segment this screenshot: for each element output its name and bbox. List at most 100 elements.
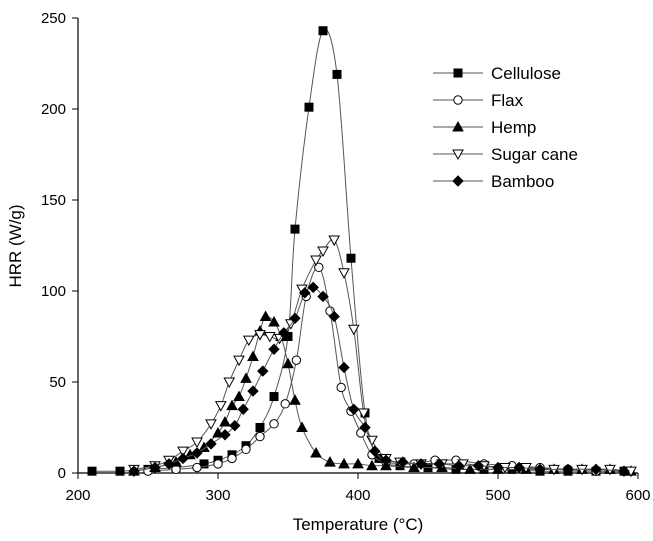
series-layer — [87, 26, 637, 478]
data-point-bamboo — [453, 460, 465, 472]
y-tick-label: 250 — [41, 10, 66, 27]
data-point-bamboo — [433, 458, 445, 470]
data-point-sugar-cane — [242, 335, 255, 347]
data-point-bamboo — [562, 463, 574, 476]
data-point-hemp — [247, 350, 259, 362]
data-point-flax — [227, 453, 237, 464]
y-tick-label: 200 — [41, 101, 66, 118]
legend-marker-sugar-cane — [452, 149, 464, 161]
data-point-hemp — [366, 459, 378, 471]
x-tick-label: 400 — [345, 487, 370, 504]
data-point-hemp — [268, 315, 280, 327]
data-point-sugar-cane — [328, 235, 341, 247]
data-point-hemp — [324, 456, 336, 467]
data-point-sugar-cane — [233, 355, 245, 367]
data-point-flax — [291, 355, 302, 365]
data-point-cellulose — [269, 392, 279, 402]
data-point-bamboo — [278, 327, 290, 339]
data-point-hemp — [408, 461, 420, 473]
legend-item-cellulose: Cellulose — [433, 64, 561, 83]
data-point-cellulose — [87, 466, 97, 476]
series-bamboo — [128, 281, 630, 477]
data-point-cellulose — [255, 423, 265, 432]
legend-item-flax: Flax — [433, 91, 524, 110]
data-point-hemp — [282, 357, 294, 369]
series-flax — [143, 262, 629, 476]
data-point-cellulose — [346, 253, 356, 263]
data-point-hemp — [352, 457, 364, 469]
data-point-sugar-cane — [317, 246, 329, 257]
data-point-bamboo — [128, 465, 140, 477]
legend-label-bamboo: Bamboo — [491, 172, 554, 191]
data-point-bamboo — [191, 447, 203, 459]
data-point-bamboo — [618, 465, 630, 477]
y-axis-title: HRR (W/g) — [6, 204, 25, 287]
legend-marker-cellulose — [453, 68, 463, 78]
data-point-bamboo — [257, 365, 269, 377]
data-point-hemp — [289, 394, 301, 405]
data-point-bamboo — [247, 385, 259, 397]
y-tick-label: 150 — [41, 192, 66, 209]
data-point-sugar-cane — [263, 332, 276, 343]
data-point-bamboo — [472, 460, 485, 472]
x-tick-label: 600 — [625, 487, 650, 504]
series-line-sugar-cane — [133, 238, 632, 472]
legend-item-bamboo: Bamboo — [433, 172, 554, 191]
data-point-bamboo — [237, 403, 249, 416]
x-axis-title: Temperature (°C) — [293, 515, 424, 534]
legend-item-hemp: Hemp — [433, 118, 536, 137]
data-point-flax — [241, 444, 251, 455]
data-point-bamboo — [348, 403, 360, 416]
data-point-bamboo — [317, 290, 329, 303]
data-point-sugar-cane — [205, 419, 217, 430]
data-point-flax — [255, 431, 265, 442]
data-point-hemp — [259, 310, 272, 321]
series-line-bamboo — [133, 286, 625, 472]
data-point-sugar-cane — [338, 268, 350, 279]
data-point-bamboo — [369, 445, 381, 457]
data-point-cellulose — [290, 224, 300, 234]
data-point-hemp — [226, 399, 238, 411]
data-point-hemp — [219, 416, 231, 427]
y-tick-label: 0 — [58, 465, 66, 482]
data-point-cellulose — [304, 102, 314, 112]
data-point-sugar-cane — [214, 401, 227, 412]
data-point-cellulose — [332, 69, 342, 79]
x-tick-label: 500 — [485, 487, 510, 504]
data-point-bamboo — [289, 312, 301, 325]
data-point-bamboo — [149, 461, 161, 474]
y-tick-label: 100 — [41, 283, 66, 300]
data-point-bamboo — [307, 281, 319, 294]
series-line-cellulose — [91, 28, 624, 472]
data-point-hemp — [240, 372, 252, 383]
data-point-hemp — [310, 446, 322, 458]
data-point-sugar-cane — [576, 464, 588, 476]
data-point-sugar-cane — [223, 377, 236, 389]
data-point-flax — [192, 462, 202, 473]
data-point-flax — [269, 419, 279, 429]
data-point-bamboo — [205, 438, 217, 450]
data-point-flax — [280, 399, 290, 409]
data-point-cellulose — [115, 466, 125, 476]
data-point-bamboo — [328, 310, 340, 323]
data-point-bamboo — [229, 419, 241, 432]
data-point-bamboo — [299, 287, 311, 299]
legend-label-flax: Flax — [491, 91, 524, 110]
data-point-sugar-cane — [366, 435, 378, 447]
data-point-bamboo — [513, 461, 525, 474]
data-point-bamboo — [338, 361, 350, 374]
data-point-bamboo — [492, 461, 504, 474]
data-point-hemp — [464, 463, 476, 474]
legend-label-hemp: Hemp — [491, 118, 536, 137]
data-point-sugar-cane — [177, 446, 189, 458]
data-point-hemp — [233, 390, 245, 402]
series-hemp — [128, 310, 637, 476]
legend: Cellulose Flax Hemp Sugar cane Bamboo — [433, 64, 578, 191]
data-point-sugar-cane — [357, 408, 370, 419]
data-point-bamboo — [177, 452, 189, 465]
data-point-sugar-cane — [310, 255, 322, 267]
plot-frame — [78, 18, 638, 473]
data-point-cellulose — [318, 26, 328, 36]
data-point-bamboo — [380, 454, 392, 466]
